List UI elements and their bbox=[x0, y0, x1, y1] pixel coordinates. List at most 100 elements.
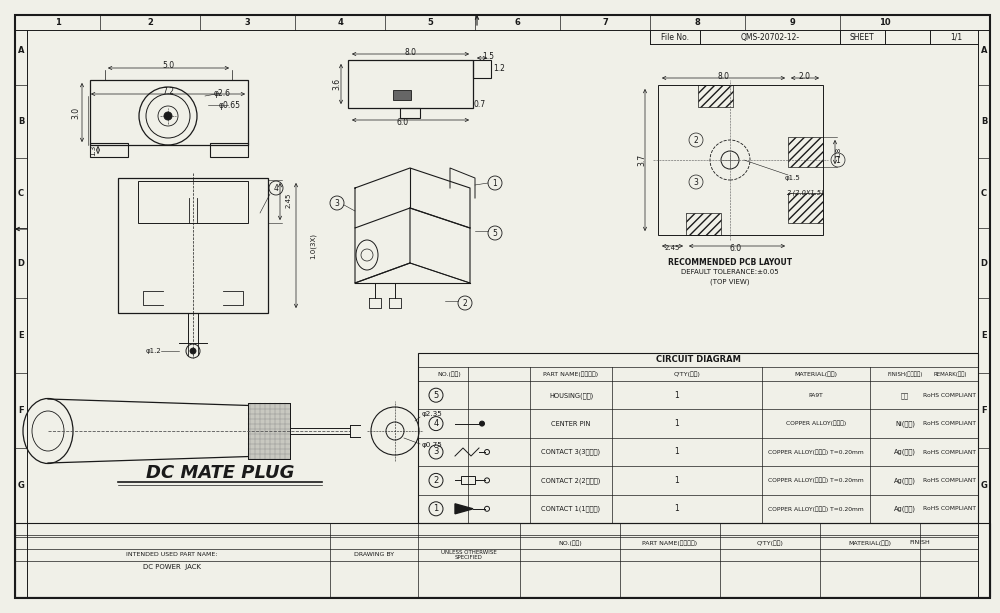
Text: 3: 3 bbox=[433, 447, 439, 457]
Bar bbox=[210, 143, 248, 157]
Text: (TOP VIEW): (TOP VIEW) bbox=[710, 279, 750, 285]
Text: 1: 1 bbox=[493, 178, 497, 188]
Text: MATERIAL(材料): MATERIAL(材料) bbox=[848, 540, 892, 546]
Text: 2.45: 2.45 bbox=[286, 192, 292, 208]
Text: 7.2: 7.2 bbox=[162, 86, 174, 96]
Text: C: C bbox=[18, 189, 24, 197]
Text: B: B bbox=[981, 117, 987, 126]
Text: COPPER ALLOY(铜合金) T=0.20mm: COPPER ALLOY(铜合金) T=0.20mm bbox=[768, 478, 864, 483]
Text: 6.0: 6.0 bbox=[730, 243, 742, 253]
Polygon shape bbox=[455, 504, 473, 514]
Bar bbox=[698, 85, 733, 107]
Text: CONTACT 3(3号端子): CONTACT 3(3号端子) bbox=[541, 449, 601, 455]
Text: 1: 1 bbox=[836, 156, 840, 164]
Text: 9: 9 bbox=[790, 18, 795, 27]
Text: 5: 5 bbox=[433, 390, 439, 400]
Text: CENTER PIN: CENTER PIN bbox=[551, 421, 591, 427]
Text: φ1.5: φ1.5 bbox=[785, 175, 801, 181]
Text: 8: 8 bbox=[695, 18, 700, 27]
Text: CIRCUIT DIAGRAM: CIRCUIT DIAGRAM bbox=[656, 356, 740, 365]
Text: MATERIAL(材料): MATERIAL(材料) bbox=[794, 371, 837, 377]
Text: COPPER ALLOY(铜合金) T=0.20mm: COPPER ALLOY(铜合金) T=0.20mm bbox=[768, 449, 864, 455]
Text: RoHS COMPLIANT: RoHS COMPLIANT bbox=[923, 506, 976, 511]
Bar bbox=[461, 476, 475, 484]
Text: 3.6: 3.6 bbox=[333, 78, 342, 90]
Bar bbox=[118, 178, 268, 313]
Text: Ni(镀镍): Ni(镀镍) bbox=[895, 421, 915, 427]
Text: 1.2: 1.2 bbox=[493, 64, 505, 72]
Text: F: F bbox=[18, 406, 24, 415]
Text: SHEET: SHEET bbox=[850, 32, 874, 42]
Bar bbox=[248, 403, 290, 459]
Text: 2.0: 2.0 bbox=[799, 72, 811, 80]
Text: B: B bbox=[18, 117, 24, 126]
Bar bbox=[686, 213, 721, 235]
Text: φ1.2: φ1.2 bbox=[145, 348, 161, 354]
Text: 2: 2 bbox=[463, 299, 467, 308]
Text: CONTACT 1(1号端子): CONTACT 1(1号端子) bbox=[541, 506, 601, 512]
Text: PART NAME(零件名称): PART NAME(零件名称) bbox=[543, 371, 599, 377]
Text: 6: 6 bbox=[515, 18, 520, 27]
Text: Q'TY(数量): Q'TY(数量) bbox=[674, 371, 700, 377]
Text: 2: 2 bbox=[433, 476, 439, 485]
Text: 5: 5 bbox=[493, 229, 497, 237]
Text: FINISH: FINISH bbox=[910, 541, 930, 546]
Circle shape bbox=[164, 112, 172, 120]
Text: RoHS COMPLIANT: RoHS COMPLIANT bbox=[923, 478, 976, 483]
Circle shape bbox=[190, 348, 196, 354]
Text: 0.7: 0.7 bbox=[474, 99, 486, 109]
Text: Q'TY(数量): Q'TY(数量) bbox=[757, 540, 783, 546]
Text: E: E bbox=[18, 331, 24, 340]
Bar bbox=[788, 193, 823, 223]
Text: 6.0: 6.0 bbox=[396, 118, 409, 126]
Text: 1.8: 1.8 bbox=[835, 147, 841, 158]
Text: 1: 1 bbox=[675, 390, 679, 400]
Text: QMS-20702-12-: QMS-20702-12- bbox=[740, 32, 800, 42]
Text: D: D bbox=[18, 259, 25, 267]
Text: φ0.75: φ0.75 bbox=[422, 442, 442, 448]
Text: 8.0: 8.0 bbox=[717, 72, 729, 80]
Bar bbox=[393, 90, 411, 100]
Text: φ2.6: φ2.6 bbox=[214, 88, 231, 97]
Text: 1/1: 1/1 bbox=[950, 32, 962, 42]
Text: 黑色: 黑色 bbox=[901, 392, 909, 398]
Bar bbox=[138, 181, 248, 223]
Text: FINISH(表面处理): FINISH(表面处理) bbox=[887, 371, 923, 377]
Text: G: G bbox=[981, 481, 987, 490]
Text: NO.(序号): NO.(序号) bbox=[437, 371, 461, 377]
Text: DEFAULT TOLERANCE:±0.05: DEFAULT TOLERANCE:±0.05 bbox=[681, 269, 779, 275]
Bar bbox=[248, 403, 290, 459]
Text: 2: 2 bbox=[694, 135, 698, 145]
Text: 2: 2 bbox=[147, 18, 153, 27]
Text: 4: 4 bbox=[433, 419, 439, 428]
Circle shape bbox=[480, 421, 484, 426]
Text: 1: 1 bbox=[675, 504, 679, 513]
Text: DRAWING BY: DRAWING BY bbox=[354, 552, 394, 557]
Text: DC POWER  JACK: DC POWER JACK bbox=[143, 564, 201, 570]
Text: D: D bbox=[980, 259, 987, 267]
Bar bbox=[348, 60, 473, 108]
Text: 8.0: 8.0 bbox=[404, 47, 416, 56]
Text: 3.7: 3.7 bbox=[638, 154, 646, 166]
Bar bbox=[658, 85, 823, 235]
Text: Ag(镀银): Ag(镀银) bbox=[894, 449, 916, 455]
Text: UNLESS OTHERWISE
SPECIFIED: UNLESS OTHERWISE SPECIFIED bbox=[441, 550, 497, 560]
Text: File No.: File No. bbox=[661, 32, 689, 42]
Text: RoHS COMPLIANT: RoHS COMPLIANT bbox=[923, 421, 976, 426]
Text: 4: 4 bbox=[274, 183, 278, 192]
Text: 10: 10 bbox=[879, 18, 891, 27]
Text: COPPER ALLOY(铜合金): COPPER ALLOY(铜合金) bbox=[786, 421, 846, 427]
Text: E: E bbox=[981, 331, 987, 340]
Text: COPPER ALLOY(铜合金) T=0.20mm: COPPER ALLOY(铜合金) T=0.20mm bbox=[768, 506, 864, 512]
Text: A: A bbox=[981, 45, 987, 55]
Text: φ0.65: φ0.65 bbox=[219, 101, 241, 110]
Bar bbox=[90, 143, 128, 157]
Text: A: A bbox=[18, 45, 24, 55]
Text: 1.3: 1.3 bbox=[90, 145, 96, 156]
Text: NO.(序号): NO.(序号) bbox=[558, 540, 582, 546]
Bar bbox=[788, 137, 823, 167]
Text: PART NAME(零件名称): PART NAME(零件名称) bbox=[642, 540, 698, 546]
Text: HOUSING(基座): HOUSING(基座) bbox=[549, 392, 593, 398]
Text: 1.0(3X): 1.0(3X) bbox=[310, 232, 316, 259]
Text: C: C bbox=[981, 189, 987, 197]
